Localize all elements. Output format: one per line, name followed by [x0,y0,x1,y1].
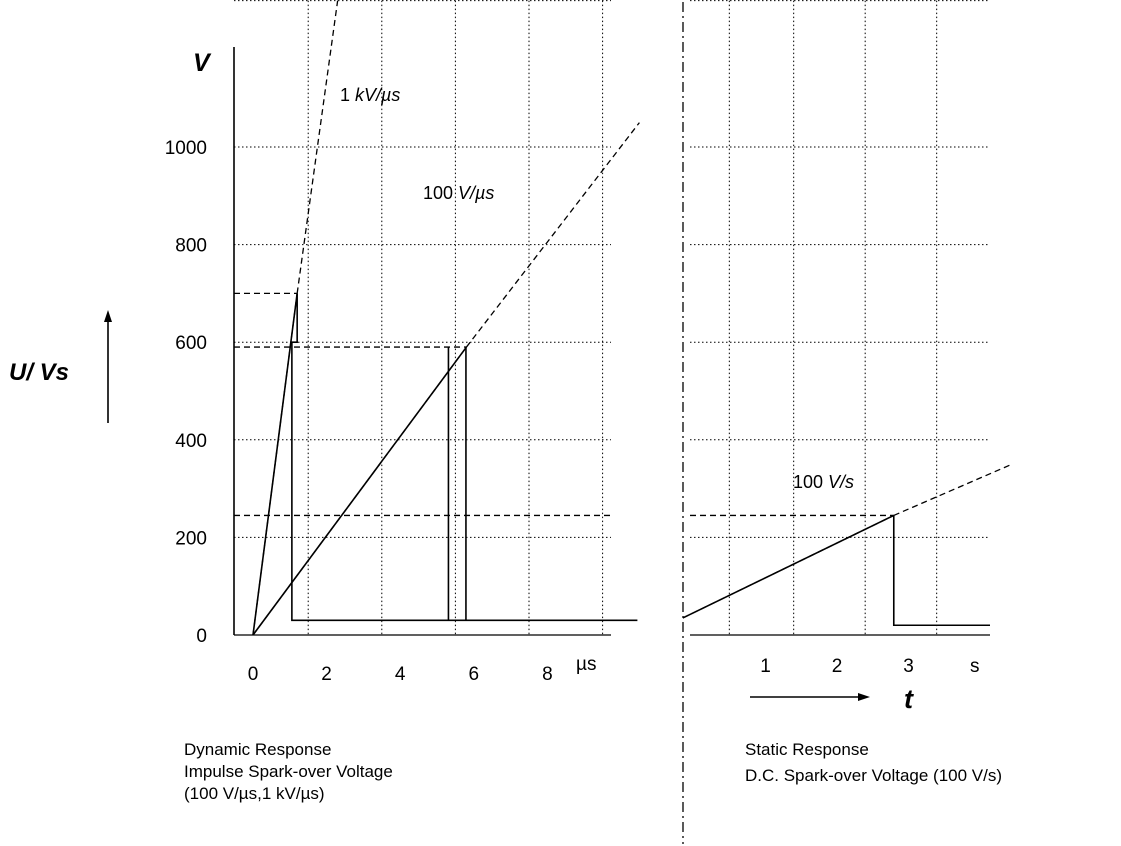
y-tick-label: 800 [175,236,207,257]
x-tick-label-static: 3 [903,656,914,677]
x-tick-label-static: 2 [832,656,843,677]
x-tick-label-dynamic: 4 [395,664,406,685]
dynamic-voltage-collapse [291,293,638,622]
y-unit-label: V [193,49,212,77]
y-axis-title: U/ Vs [9,359,69,386]
label-1kv-per-us: 1 kV/µs [340,85,400,105]
static-caption-line2: D.C. Spark-over Voltage (100 V/s) [745,766,1003,785]
y-tick-label: 200 [175,528,207,549]
dynamic-caption-line1: Dynamic Response [184,740,332,759]
series-lines [234,0,1013,636]
y-tick-label: 600 [175,333,207,354]
y-tick-label: 400 [175,431,207,452]
y-axis-arrow-head [104,310,112,322]
label-100v-per-s: 100 V/s [793,472,854,492]
dynamic-grid [234,0,611,636]
y-tick-label: 0 [196,626,207,647]
tick-labels: 0 200 400 600 800 1000 0 2 4 6 8 1 2 3 [165,138,914,685]
x-tick-label-dynamic: 2 [321,664,332,685]
x-tick-label-dynamic: 6 [469,664,480,685]
static-caption-line1: Static Response [745,740,869,759]
ramp-dashed-0 [252,293,298,636]
label-100v-per-us: 100 V/µs [423,183,494,203]
extension-line-1 [465,122,640,348]
static-ramp-dashed [682,514,895,619]
static-caption: Static Response D.C. Spark-over Voltage … [745,739,1002,787]
x-unit-dynamic: µs [576,654,596,675]
x-tick-label-static: 1 [760,656,771,677]
dynamic-caption-line3: (100 V/µs,1 kV/µs) [184,784,325,803]
static-extension [893,463,1013,517]
static-voltage-collapse [892,515,990,627]
dynamic-caption: Dynamic Response Impulse Spark-over Volt… [184,739,393,805]
y-tick-label: 1000 [165,138,207,159]
dynamic-caption-line2: Impulse Spark-over Voltage [184,762,393,781]
x-tick-label-dynamic: 0 [248,664,259,685]
x-tick-label-dynamic: 8 [542,664,553,685]
time-symbol: t [904,684,914,714]
static-grid [690,0,990,636]
x-unit-static: s [970,656,980,677]
time-arrow-head [858,693,870,701]
ramp-line-1 [252,346,468,636]
